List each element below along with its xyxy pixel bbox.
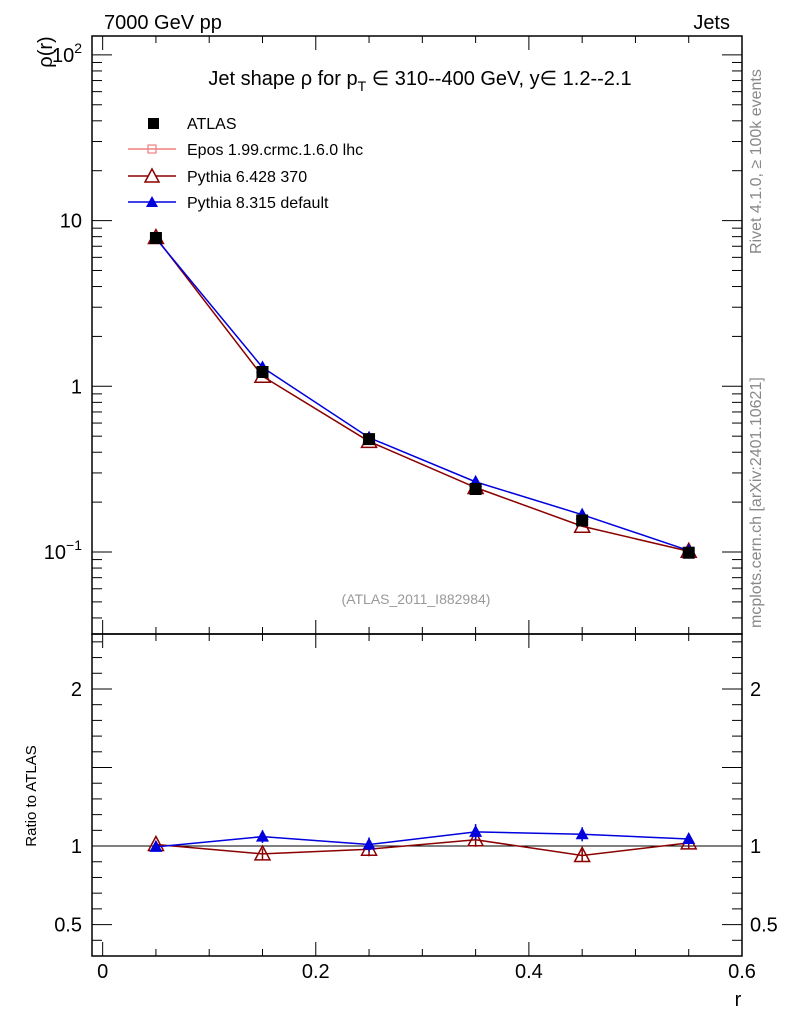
main-y-tick-label: 10−1 [44, 537, 82, 564]
ratio-line-py8 [155, 831, 689, 848]
main-panel: 102 10 1 10−1 ρ(r) Jet shape ρ for pT ∈ 310… [35, 35, 743, 635]
ratio-series-py8 [149, 824, 696, 852]
legend-pythia6-label: Pythia 6.428 370 [187, 169, 307, 186]
main-point-data [149, 232, 162, 245]
legend-atlas-label: ATLAS [187, 116, 237, 133]
legend-atlas-marker [148, 118, 159, 129]
ratio-axis-ticks [92, 634, 743, 957]
x-axis-label: r [735, 989, 742, 1011]
main-point-data [256, 365, 269, 378]
mcplots-label: mcplots.cern.ch [arXiv:2401.10621] [748, 377, 765, 628]
legend-entry-epos: Epos 1.99.crmc.1.6.0 lhc [128, 142, 363, 159]
main-y-tick-label: 102 [52, 40, 82, 67]
ratio-point-py8 [575, 827, 589, 840]
main-point-data [576, 514, 589, 527]
main-point-data [363, 433, 376, 446]
ratio-point-py8 [149, 839, 163, 852]
main-series-py8 [149, 231, 696, 556]
rivet-label: Rivet 4.1.0, ≥ 100k events [748, 69, 765, 254]
ratio-plot-frame [91, 633, 743, 957]
legend-epos-label: Epos 1.99.crmc.1.6.0 lhc [187, 142, 363, 159]
main-axis-ticks [92, 36, 743, 634]
ratio-point-py8 [682, 831, 696, 844]
ratio-y-tick-label-left: 2 [71, 679, 82, 701]
legend-entry-pythia8: Pythia 8.315 default [128, 195, 329, 212]
legend-entry-atlas: ATLAS [148, 116, 237, 133]
main-y-axis-label: ρ(r) [35, 36, 57, 67]
legend-pythia8-label: Pythia 8.315 default [187, 195, 329, 212]
ratio-y-axis-label: Ratio to ATLAS [23, 745, 40, 846]
main-series [147, 227, 698, 559]
ratio-y-tick-label-right: 0.5 [750, 915, 778, 937]
ratio-y-tick-labels: 2 2 1 1 0.5 0.5 [54, 679, 778, 937]
ratio-point-py6 [253, 844, 272, 861]
x-tick-labels: 0 0.2 0.4 0.6 [97, 961, 756, 983]
ratio-y-tick-label-left: 0.5 [54, 915, 82, 937]
ratio-line-py6 [155, 839, 689, 857]
main-y-tick-label: 10 [60, 211, 82, 233]
legend-epos-marker [147, 144, 157, 154]
main-y-tick-label: 1 [71, 376, 82, 398]
main-line-py8 [155, 237, 689, 552]
legend-entry-pythia6: Pythia 6.428 370 [128, 167, 307, 186]
main-point-data [682, 546, 695, 559]
x-tick-label: 0 [97, 961, 108, 983]
main-series-data [149, 232, 695, 559]
legend-pythia6-marker [143, 167, 161, 183]
plot-title: Jet shape ρ for pT ∈ 310--400 GeV, y∈ 1.… [208, 68, 631, 94]
legend: ATLAS Epos 1.99.crmc.1.6.0 lhc Pythia 6.… [128, 116, 363, 212]
ratio-panel: 2 2 1 1 0.5 0.5 0 0.2 0.4 0.6 Ratio to ATLAS r [23, 633, 778, 1011]
ratio-point-py8 [469, 824, 483, 837]
main-series-py6 [147, 227, 698, 559]
ratio-y-tick-label-left: 1 [71, 836, 82, 858]
ratio-series [147, 824, 698, 863]
legend-pythia8-marker [146, 196, 158, 207]
energy-label: 7000 GeV pp [104, 12, 222, 34]
x-tick-label: 0.6 [728, 961, 756, 983]
jets-label: Jets [693, 12, 730, 34]
x-tick-label: 0.4 [515, 961, 543, 983]
ratio-point-py6 [573, 845, 591, 863]
ratio-point-py6 [466, 830, 485, 847]
main-y-tick-labels: 102 10 1 10−1 [44, 40, 82, 564]
ratio-y-tick-label-right: 1 [750, 836, 761, 858]
analysis-watermark: (ATLAS_2011_I882984) [342, 591, 491, 607]
main-point-data [469, 482, 482, 495]
ratio-point-py8 [255, 829, 269, 842]
x-tick-label: 0.2 [302, 961, 330, 983]
ratio-y-tick-label-right: 2 [750, 679, 761, 701]
ratio-point-py8 [362, 837, 376, 850]
main-line-py6 [155, 237, 689, 553]
